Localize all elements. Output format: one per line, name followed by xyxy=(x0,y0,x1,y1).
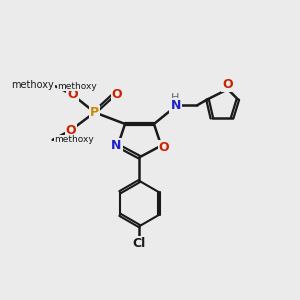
Text: O: O xyxy=(112,88,122,100)
Text: P: P xyxy=(90,106,99,119)
Text: N: N xyxy=(170,99,181,112)
Text: O: O xyxy=(66,124,76,137)
Text: methoxy: methoxy xyxy=(11,80,54,90)
Text: O: O xyxy=(159,141,170,154)
Text: O: O xyxy=(67,88,78,101)
Text: N: N xyxy=(111,139,122,152)
Text: H: H xyxy=(171,93,179,103)
Text: methoxy: methoxy xyxy=(57,82,97,91)
Text: Cl: Cl xyxy=(133,237,146,250)
Text: methoxy: methoxy xyxy=(54,135,94,144)
Text: O: O xyxy=(223,78,233,92)
